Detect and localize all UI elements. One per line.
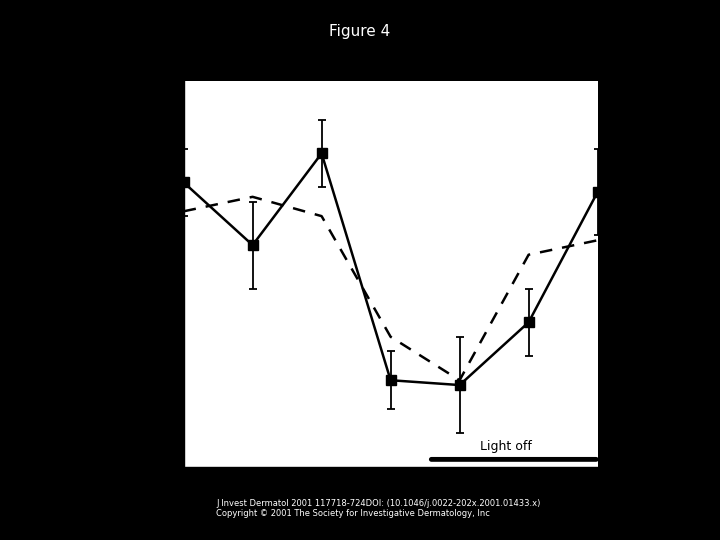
- Text: Light off: Light off: [480, 440, 532, 453]
- Y-axis label: TEWL in % of the 24h mean: TEWL in % of the 24h mean: [125, 178, 138, 370]
- Text: Copyright © 2001 The Society for Investigative Dermatology, Inc: Copyright © 2001 The Society for Investi…: [216, 509, 490, 518]
- X-axis label: Time (clock hours): Time (clock hours): [312, 500, 469, 515]
- Text: J Invest Dermatol 2001 117718-724DOI: (10.1046/j.0022-202x.2001.01433.x): J Invest Dermatol 2001 117718-724DOI: (1…: [216, 500, 541, 509]
- Text: Figure 4: Figure 4: [329, 24, 391, 39]
